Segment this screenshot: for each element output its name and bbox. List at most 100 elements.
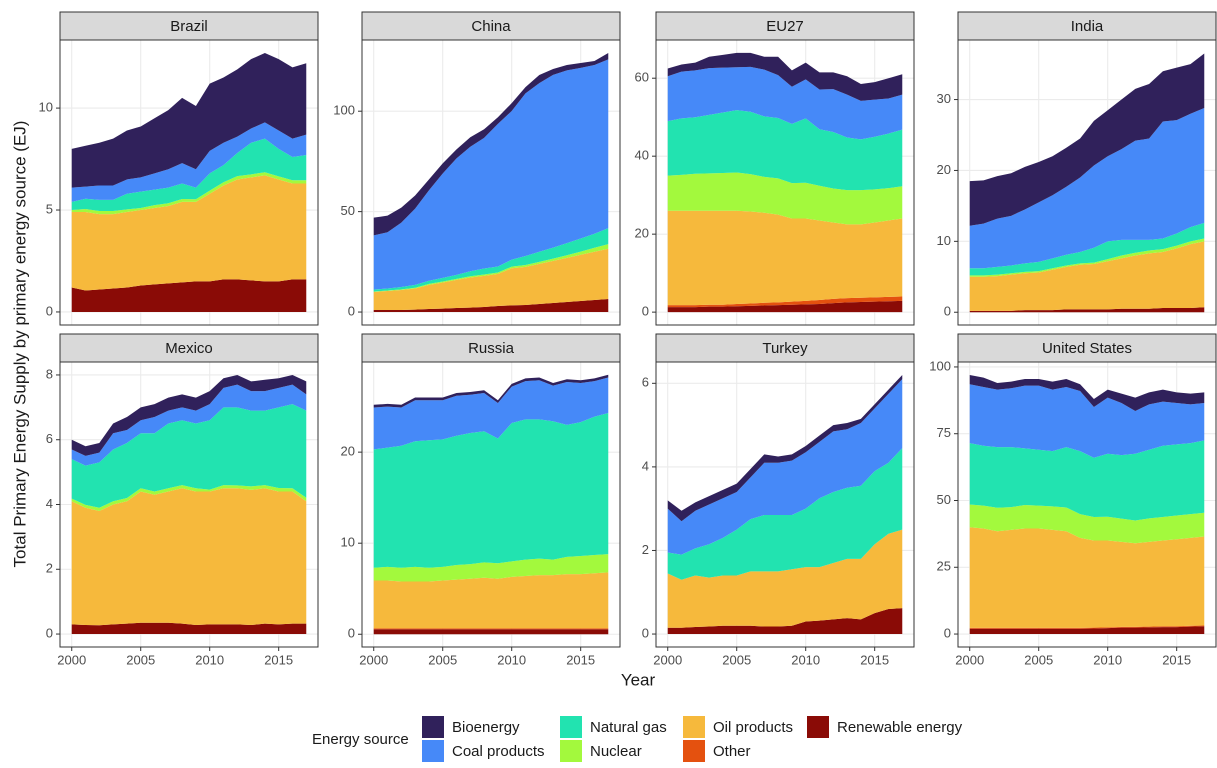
x-tick-label: 2000 — [359, 652, 388, 667]
y-axis-title: Total Primary Energy Supply by primary e… — [10, 121, 29, 568]
panel-title: Turkey — [762, 340, 808, 357]
legend-label: Bioenergy — [452, 719, 520, 736]
x-tick-label: 2005 — [428, 652, 457, 667]
area — [373, 374, 609, 408]
strip-background — [957, 11, 1217, 41]
area — [667, 448, 903, 580]
y-tick-label: 75 — [937, 425, 951, 440]
x-tick-label: 2005 — [126, 652, 155, 667]
x-tick-label: 2015 — [566, 652, 595, 667]
y-tick-label: 5 — [46, 201, 53, 216]
area — [667, 210, 903, 306]
y-tick-label: 60 — [635, 70, 649, 85]
area — [71, 279, 307, 312]
area — [667, 608, 903, 635]
area — [373, 248, 609, 311]
area — [373, 572, 609, 629]
x-tick-label: 2015 — [860, 652, 889, 667]
legend-key — [807, 716, 829, 738]
panel-title: United States — [1042, 340, 1132, 357]
area — [667, 379, 903, 555]
area — [969, 241, 1205, 311]
legend-key — [422, 740, 444, 762]
area — [373, 298, 609, 313]
y-tick-label: 0 — [348, 626, 355, 641]
strip-background — [655, 333, 915, 363]
y-tick-label: 100 — [333, 103, 355, 118]
strip-background — [59, 11, 319, 41]
area — [373, 59, 609, 290]
panel-border — [361, 361, 621, 648]
area — [969, 626, 1205, 635]
panel-title: Mexico — [165, 340, 213, 357]
area — [373, 628, 609, 630]
area — [71, 175, 307, 291]
legend-title: Energy source — [312, 731, 409, 748]
x-tick-label: 2015 — [264, 652, 293, 667]
panel-title: Russia — [468, 340, 515, 357]
y-tick-label: 30 — [937, 91, 951, 106]
panel-border — [957, 361, 1217, 648]
x-tick-label: 2015 — [1162, 652, 1191, 667]
panel-border — [655, 39, 915, 326]
legend-label: Other — [713, 743, 751, 760]
panel-title: EU27 — [766, 18, 804, 35]
y-tick-label: 50 — [937, 492, 951, 507]
y-tick-label: 25 — [937, 559, 951, 574]
area — [373, 629, 609, 635]
x-tick-label: 2010 — [1093, 652, 1122, 667]
area — [71, 374, 307, 456]
panel-title: India — [1071, 18, 1104, 35]
area — [71, 122, 307, 202]
area — [667, 300, 903, 313]
y-tick-label: 40 — [635, 148, 649, 163]
area — [373, 52, 609, 236]
area — [667, 110, 903, 191]
y-tick-label: 10 — [39, 100, 53, 115]
area — [969, 440, 1205, 521]
y-tick-label: 2 — [46, 561, 53, 576]
legend-key — [683, 716, 705, 738]
panel-title: Brazil — [170, 18, 208, 35]
legend-label: Renewable energy — [837, 719, 963, 736]
y-tick-label: 0 — [944, 304, 951, 319]
panel-border — [59, 39, 319, 326]
y-tick-label: 6 — [642, 375, 649, 390]
strip-background — [655, 11, 915, 41]
area — [969, 384, 1205, 458]
panel-border — [361, 39, 621, 326]
legend-label: Oil products — [713, 719, 793, 736]
y-tick-label: 2 — [642, 542, 649, 557]
area — [667, 172, 903, 225]
x-tick-label: 2000 — [955, 652, 984, 667]
legend-label: Nuclear — [590, 743, 642, 760]
area — [373, 412, 609, 568]
area — [667, 374, 903, 522]
legend-key — [560, 740, 582, 762]
y-tick-label: 0 — [944, 625, 951, 640]
x-axis-title: Year — [621, 670, 656, 689]
area — [969, 504, 1205, 544]
area — [71, 622, 307, 635]
panel-border — [655, 361, 915, 648]
y-tick-label: 0 — [348, 303, 355, 318]
y-tick-label: 50 — [341, 203, 355, 218]
panel-border — [957, 39, 1217, 326]
area — [969, 53, 1205, 226]
x-tick-label: 2005 — [1024, 652, 1053, 667]
area — [969, 307, 1205, 313]
y-tick-label: 10 — [937, 233, 951, 248]
legend-key — [422, 716, 444, 738]
strip-background — [957, 333, 1217, 363]
y-tick-label: 0 — [642, 304, 649, 319]
area — [667, 66, 903, 140]
area — [969, 222, 1205, 276]
area — [71, 485, 307, 511]
y-tick-label: 20 — [341, 444, 355, 459]
x-tick-label: 2010 — [497, 652, 526, 667]
y-tick-label: 20 — [937, 162, 951, 177]
area — [373, 377, 609, 450]
x-tick-label: 2010 — [791, 652, 820, 667]
legend-label: Coal products — [452, 743, 545, 760]
